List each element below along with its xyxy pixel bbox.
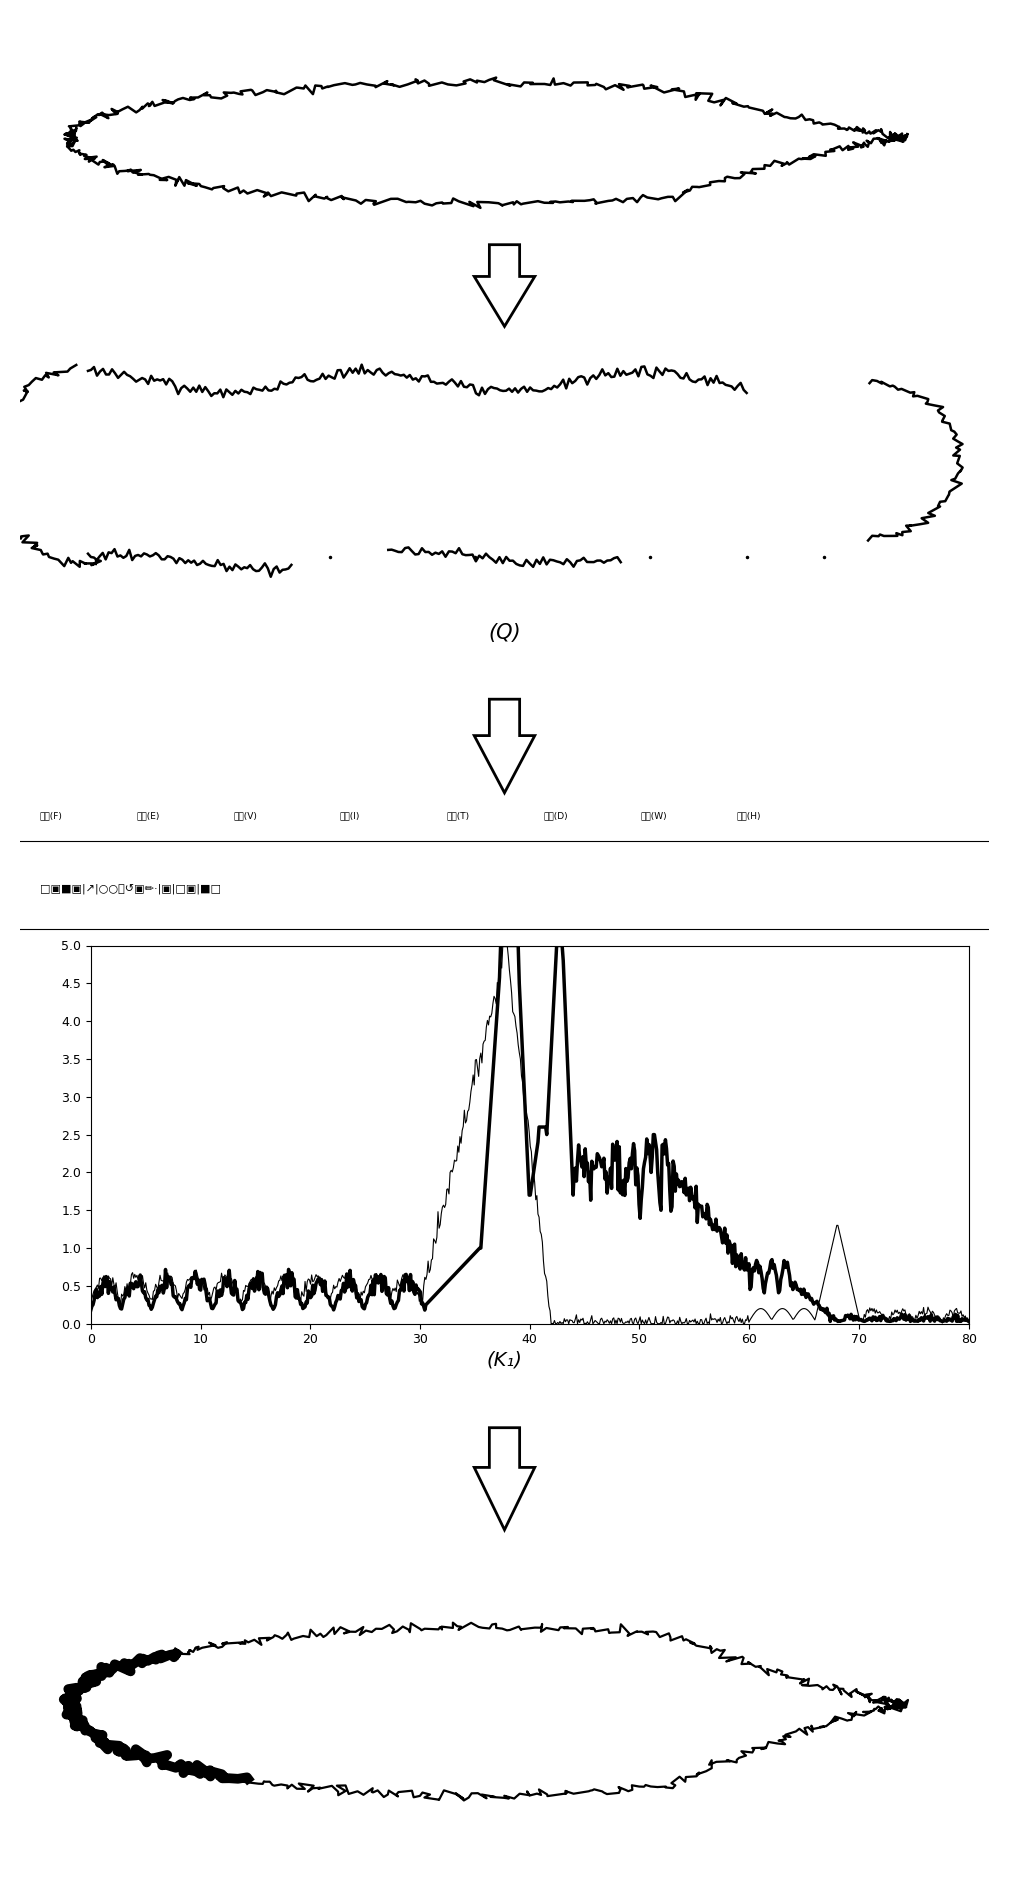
Polygon shape bbox=[474, 244, 535, 327]
Polygon shape bbox=[474, 1428, 535, 1530]
Text: 编辑(E): 编辑(E) bbox=[136, 811, 159, 821]
Text: □▣■▣|↗|○○✋↺▣✏·|▣|□▣|■□: □▣■▣|↗|○○✋↺▣✏·|▣|□▣|■□ bbox=[39, 883, 221, 894]
Text: (Q): (Q) bbox=[488, 624, 521, 643]
Text: 查看(V): 查看(V) bbox=[233, 811, 257, 821]
Text: 文件(F): 文件(F) bbox=[39, 811, 63, 821]
Text: 帮助(H): 帮助(H) bbox=[737, 811, 762, 821]
Text: 桌面(D): 桌面(D) bbox=[543, 811, 568, 821]
Text: 插入(I): 插入(I) bbox=[340, 811, 360, 821]
Text: 工具(T): 工具(T) bbox=[446, 811, 469, 821]
Text: 窗口(W): 窗口(W) bbox=[640, 811, 667, 821]
Text: (K₁): (K₁) bbox=[486, 1350, 523, 1369]
Polygon shape bbox=[474, 700, 535, 792]
